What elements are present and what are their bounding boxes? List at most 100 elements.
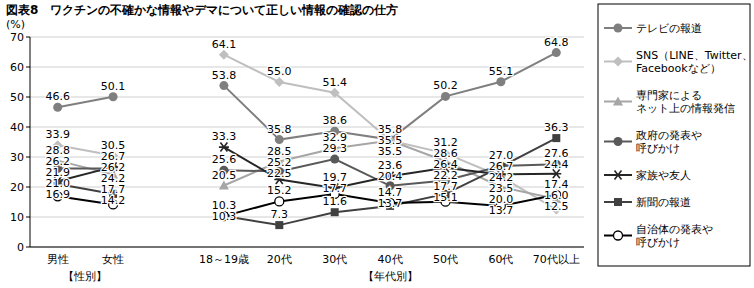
x-tick-label: 70代以上 — [533, 253, 580, 266]
marker — [441, 92, 450, 101]
text-line: 政府の発表や — [636, 129, 702, 142]
marker — [219, 81, 228, 90]
marker — [552, 134, 560, 142]
legend-label: テレビの報道 — [636, 22, 702, 35]
data-label: 20.5 — [212, 169, 237, 182]
x-axis — [30, 247, 584, 248]
marker — [330, 155, 339, 164]
grid-line — [30, 127, 584, 128]
data-label: 15.1 — [433, 191, 458, 204]
legend-label: 専門家によるネット上の情報発信 — [636, 89, 735, 115]
legend-label: SNS（LINE、Twitter、Facebookなど） — [636, 49, 753, 75]
marker — [552, 48, 561, 57]
y-tick-label: 10 — [10, 211, 24, 224]
text-line: Facebookなど） — [636, 62, 721, 75]
plot-area — [53, 48, 562, 229]
marker — [330, 88, 340, 98]
data-label: 55.0 — [267, 65, 292, 78]
data-label: 64.1 — [212, 38, 237, 51]
series-line — [58, 138, 557, 225]
marker — [613, 97, 623, 106]
y-tick — [26, 157, 30, 158]
data-label: 35.8 — [267, 123, 292, 136]
legend-label: 新聞の報道 — [636, 196, 691, 209]
data-label: 50.1 — [101, 80, 126, 93]
marker — [275, 197, 284, 206]
data-label: 55.1 — [489, 65, 514, 78]
text-line: 家族や友人 — [636, 169, 691, 182]
data-label: 29.3 — [322, 142, 347, 155]
y-tick — [26, 187, 30, 188]
text-line: ネット上の情報発信 — [636, 102, 735, 115]
data-label: 33.3 — [212, 130, 237, 143]
chart: 図表8 ワクチンの不確かな情報やデマについて正しい情報の確認の仕方(%)0102… — [0, 0, 754, 288]
y-tick — [26, 97, 30, 98]
data-label: 13.7 — [378, 197, 403, 210]
y-tick-label: 40 — [10, 121, 24, 134]
y-tick-label: 70 — [10, 31, 24, 44]
data-label: 46.6 — [45, 90, 70, 103]
series-line — [58, 147, 557, 188]
y-tick — [26, 37, 30, 38]
text-line: SNS（LINE、Twitter、 — [636, 49, 753, 62]
data-label: 38.6 — [322, 114, 347, 127]
marker — [613, 171, 623, 180]
y-tick-label: 50 — [10, 91, 24, 104]
data-label: 13.7 — [489, 204, 514, 217]
marker — [496, 77, 505, 86]
x-tick-label: 50代 — [433, 253, 458, 266]
x-tick-label: 20代 — [267, 253, 292, 266]
legend-box — [598, 4, 750, 266]
x-tick-label: 18～19歳 — [199, 253, 249, 266]
text-line: 自治体の発表や — [636, 223, 713, 236]
text-line: テレビの報道 — [636, 22, 702, 35]
data-label: 51.4 — [322, 76, 347, 89]
grid-line — [30, 247, 584, 248]
text-line: 専門家による — [636, 89, 702, 102]
data-label: 36.3 — [544, 121, 569, 134]
x-group-label: 【年代別】 — [363, 270, 418, 283]
data-label: 10.3 — [212, 210, 237, 223]
data-label: 25.6 — [212, 153, 237, 166]
series-line — [58, 55, 557, 210]
y-tick — [26, 67, 30, 68]
y-tick — [26, 127, 30, 128]
data-label: 14.2 — [101, 194, 126, 207]
data-label: 11.6 — [322, 195, 347, 208]
x-group-label: 【性別】 — [63, 270, 107, 283]
y-tick-label: 20 — [10, 181, 24, 194]
marker — [53, 103, 62, 112]
x-tick-label: 男性 — [47, 253, 69, 266]
x-tick-label: 40代 — [378, 253, 403, 266]
x-tick-label: 女性 — [102, 253, 124, 266]
data-label: 20.4 — [378, 170, 403, 183]
x-tick-label: 60代 — [488, 253, 513, 266]
legend-label: 政府の発表や呼びかけ — [636, 129, 702, 155]
y-tick-label: 60 — [10, 61, 24, 74]
marker — [275, 135, 284, 144]
marker — [275, 221, 283, 229]
y-axis — [30, 37, 31, 247]
marker — [614, 24, 623, 33]
text-line: 呼びかけ — [636, 142, 680, 155]
marker — [219, 181, 229, 190]
y-tick — [26, 217, 30, 218]
y-label: (%) — [6, 18, 25, 31]
y-tick — [26, 247, 30, 248]
data-label: 22.5 — [267, 167, 292, 180]
data-label: 64.8 — [544, 36, 569, 49]
series-line — [58, 53, 557, 140]
data-label: 16.9 — [45, 188, 70, 201]
y-tick-label: 30 — [10, 151, 24, 164]
data-label: 17.7 — [322, 182, 347, 195]
y-tick-label: 0 — [17, 241, 24, 254]
marker — [274, 77, 284, 87]
data-labels: 46.633.928.826.221.921.016.950.130.526.7… — [45, 36, 568, 224]
data-label: 12.5 — [544, 200, 569, 213]
legend-label: 家族や友人 — [636, 169, 691, 182]
data-label: 53.8 — [212, 69, 237, 82]
x-tick-label: 30代 — [322, 253, 347, 266]
data-label: 7.3 — [271, 208, 289, 221]
data-label: 50.2 — [433, 79, 458, 92]
series-line — [58, 194, 557, 216]
